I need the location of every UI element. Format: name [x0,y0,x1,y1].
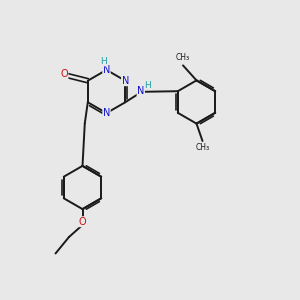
Text: N: N [103,65,110,75]
Text: O: O [79,217,86,227]
Text: H: H [144,81,151,90]
Text: CH₃: CH₃ [195,143,210,152]
Text: CH₃: CH₃ [176,52,190,62]
Text: N: N [103,108,110,118]
Text: H: H [100,57,107,66]
Text: N: N [122,76,129,86]
Text: O: O [60,69,68,79]
Text: N: N [137,86,145,96]
